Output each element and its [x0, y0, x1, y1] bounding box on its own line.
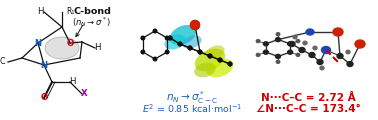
Circle shape [198, 50, 202, 54]
Ellipse shape [182, 35, 201, 49]
Text: $n_N \rightarrow \sigma^*_{\mathregular{C-C}}$: $n_N \rightarrow \sigma^*_{\mathregular{… [166, 90, 218, 106]
Circle shape [178, 42, 182, 46]
Ellipse shape [206, 59, 234, 77]
Circle shape [228, 62, 232, 66]
Circle shape [188, 46, 192, 50]
Text: ∠N···C–C = 173.4°: ∠N···C–C = 173.4° [256, 104, 360, 114]
Ellipse shape [256, 40, 260, 43]
Ellipse shape [296, 53, 300, 56]
Ellipse shape [309, 53, 315, 57]
Circle shape [165, 50, 169, 54]
Ellipse shape [276, 38, 280, 42]
Text: $(n_N \rightarrow \sigma^*)$: $(n_N \rightarrow \sigma^*)$ [73, 15, 112, 29]
Circle shape [153, 57, 157, 61]
Ellipse shape [288, 42, 293, 46]
Ellipse shape [333, 28, 343, 36]
Circle shape [153, 29, 157, 33]
Text: N: N [40, 60, 48, 69]
Ellipse shape [317, 60, 323, 65]
Text: H₃C: H₃C [0, 57, 6, 66]
Circle shape [178, 42, 182, 46]
Circle shape [141, 50, 145, 54]
Ellipse shape [276, 33, 280, 36]
Circle shape [191, 21, 200, 30]
Ellipse shape [303, 41, 307, 45]
Text: O: O [40, 93, 48, 102]
Ellipse shape [293, 35, 297, 39]
Ellipse shape [276, 60, 280, 63]
Circle shape [168, 36, 172, 40]
Ellipse shape [194, 63, 216, 77]
Text: $E^2$ = 0.85 kcal·mol$^{-1}$: $E^2$ = 0.85 kcal·mol$^{-1}$ [142, 103, 242, 115]
Circle shape [198, 50, 202, 54]
Circle shape [168, 36, 172, 40]
Ellipse shape [347, 61, 353, 66]
Ellipse shape [296, 40, 300, 43]
Circle shape [208, 54, 212, 58]
Circle shape [188, 46, 192, 50]
Text: X: X [81, 90, 87, 99]
Text: N···C–C = 2.72 Å: N···C–C = 2.72 Å [260, 93, 355, 103]
Text: R₁: R₁ [66, 7, 74, 17]
Ellipse shape [355, 40, 365, 48]
Ellipse shape [313, 46, 317, 50]
Ellipse shape [164, 34, 186, 50]
Ellipse shape [299, 48, 305, 53]
Ellipse shape [346, 50, 350, 54]
Text: C-bond: C-bond [73, 7, 111, 17]
Text: H: H [94, 44, 100, 53]
Ellipse shape [288, 50, 293, 54]
Text: H: H [37, 7, 43, 17]
Circle shape [218, 58, 222, 62]
Ellipse shape [289, 42, 295, 46]
Ellipse shape [195, 49, 225, 71]
Text: N: N [34, 39, 42, 48]
Circle shape [218, 58, 222, 62]
Ellipse shape [263, 42, 268, 46]
Ellipse shape [322, 46, 330, 54]
Circle shape [208, 54, 212, 58]
Ellipse shape [306, 29, 314, 35]
Ellipse shape [256, 53, 260, 56]
Ellipse shape [170, 25, 196, 45]
Text: H: H [69, 78, 75, 87]
Ellipse shape [205, 45, 225, 59]
Circle shape [191, 21, 200, 30]
Text: O: O [67, 39, 74, 48]
Ellipse shape [276, 54, 280, 58]
Circle shape [228, 62, 232, 66]
Ellipse shape [263, 50, 268, 54]
Circle shape [165, 36, 169, 40]
Ellipse shape [337, 54, 343, 59]
Circle shape [141, 36, 145, 40]
Ellipse shape [320, 66, 324, 70]
Ellipse shape [45, 37, 79, 59]
